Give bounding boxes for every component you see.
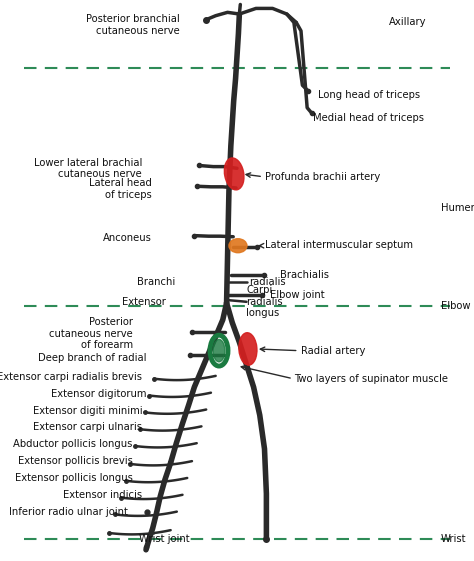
Text: radialis: radialis	[249, 277, 285, 287]
Text: Extensor digitorum: Extensor digitorum	[52, 389, 147, 399]
Text: Brachialis: Brachialis	[280, 270, 328, 280]
Text: Extensor pollicis brevis: Extensor pollicis brevis	[18, 456, 133, 466]
Text: Medial head of triceps: Medial head of triceps	[313, 113, 424, 123]
Text: Inferior radio ulnar joint: Inferior radio ulnar joint	[9, 507, 128, 517]
Text: Extensor indicis: Extensor indicis	[63, 490, 142, 500]
Text: Elbow joint: Elbow joint	[270, 289, 325, 300]
Text: Extensor carpi radialis brevis: Extensor carpi radialis brevis	[0, 372, 142, 382]
Text: Axillary: Axillary	[389, 17, 426, 27]
Ellipse shape	[229, 239, 247, 252]
Text: Posterior branchial
cutaneous nerve: Posterior branchial cutaneous nerve	[86, 15, 180, 36]
Text: Deep branch of radial: Deep branch of radial	[38, 353, 147, 363]
Ellipse shape	[224, 158, 244, 190]
Text: Wrist joint: Wrist joint	[139, 534, 190, 544]
Text: Wrist: Wrist	[441, 534, 466, 544]
Text: Posterior
cutaneous nerve
of forearm: Posterior cutaneous nerve of forearm	[49, 317, 133, 351]
Text: Lateral head
of triceps: Lateral head of triceps	[89, 178, 152, 200]
Text: Elbow: Elbow	[441, 301, 470, 311]
Text: Lateral intermuscular septum: Lateral intermuscular septum	[265, 240, 413, 250]
Ellipse shape	[213, 339, 225, 362]
Text: Extensor carpi ulnaris: Extensor carpi ulnaris	[33, 422, 142, 433]
Text: Radial artery: Radial artery	[301, 346, 365, 356]
Text: Lower lateral brachial
cutaneous nerve: Lower lateral brachial cutaneous nerve	[34, 158, 142, 179]
Text: Extensor: Extensor	[122, 297, 166, 307]
Text: Carpi
radialis
longus: Carpi radialis longus	[246, 285, 283, 319]
Ellipse shape	[239, 333, 257, 365]
Text: Two layers of supinator muscle: Two layers of supinator muscle	[294, 374, 448, 384]
Text: Humeral: Humeral	[441, 203, 474, 213]
Text: Extensor pollicis longus: Extensor pollicis longus	[15, 473, 133, 483]
Text: Profunda brachii artery: Profunda brachii artery	[265, 172, 381, 182]
Text: Long head of triceps: Long head of triceps	[318, 90, 419, 100]
Text: Anconeus: Anconeus	[103, 233, 152, 243]
Text: Extensor digiti minimi: Extensor digiti minimi	[33, 406, 142, 416]
Text: Branchi: Branchi	[137, 277, 175, 287]
Text: Abductor pollicis longus: Abductor pollicis longus	[13, 439, 133, 449]
